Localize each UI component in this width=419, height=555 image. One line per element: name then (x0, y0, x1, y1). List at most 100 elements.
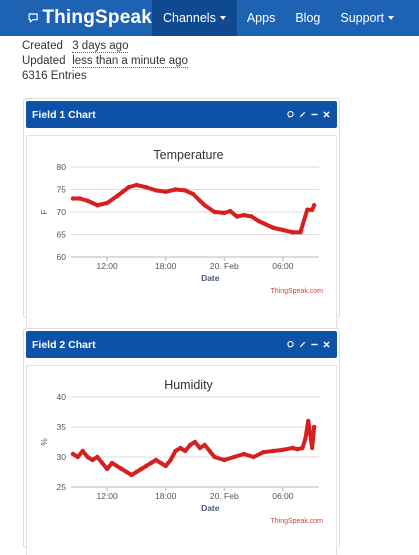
nav-apps-label: Apps (246, 11, 276, 25)
close-icon[interactable] (323, 111, 330, 118)
data-point (280, 227, 286, 233)
data-point (70, 451, 76, 457)
data-point (80, 448, 85, 454)
data-point (306, 418, 311, 424)
x-tick-label: 20. Feb (210, 261, 239, 271)
field-2-panel: Field 2 Chart Humidity 25 30 35 40 12:00 18:00… (23, 328, 340, 555)
data-point (231, 454, 237, 460)
data-point (119, 466, 124, 472)
data-point (143, 463, 149, 469)
data-point (309, 207, 315, 212)
data-point (187, 442, 193, 448)
data-point (192, 439, 198, 445)
data-point (197, 198, 203, 203)
data-point (173, 187, 178, 192)
y-tick-label: 40 (57, 392, 67, 402)
temperature-chart: Temperature 60 65 70 75 80 12:00 18:00 20. Feb 06… (26, 135, 337, 335)
x-axis-label: Date (201, 503, 220, 513)
data-point (104, 200, 110, 206)
x-tick-label: 12:00 (96, 261, 118, 271)
data-point (241, 451, 247, 457)
nav-channels-label: Channels (163, 11, 216, 25)
data-point (85, 198, 90, 203)
data-point (251, 454, 256, 460)
data-point (77, 196, 82, 201)
data-point (153, 188, 159, 193)
data-point (168, 457, 173, 463)
data-point (114, 194, 120, 199)
panel-title: Field 1 Chart (32, 108, 96, 121)
data-point (280, 447, 286, 452)
data-point (241, 212, 247, 218)
created-label: Created (22, 40, 63, 52)
data-point (129, 472, 134, 478)
comment-icon[interactable] (287, 111, 294, 118)
updated-row: Updated less than a minute ago (22, 54, 188, 69)
data-point (143, 185, 149, 190)
data-point (70, 196, 76, 201)
comment-icon[interactable] (287, 341, 294, 348)
data-point (212, 209, 217, 215)
created-row: Created 3 days ago (22, 39, 188, 54)
nav-support[interactable]: Support (330, 0, 404, 36)
data-point (109, 460, 115, 466)
pencil-icon[interactable] (299, 341, 306, 348)
data-point (234, 214, 240, 219)
pencil-icon[interactable] (299, 111, 306, 118)
data-point (120, 189, 125, 194)
data-point (75, 454, 81, 460)
brand-logo[interactable]: ThingSpeak (0, 0, 152, 36)
data-point (95, 203, 100, 208)
data-point (295, 447, 300, 452)
data-point (163, 463, 168, 469)
data-point (222, 457, 227, 463)
entries-count: 6316 Entries (22, 70, 87, 82)
data-point (202, 442, 207, 448)
panel-header: Field 1 Chart (26, 101, 337, 128)
channel-meta: Created 3 days ago Updated less than a m… (22, 39, 188, 84)
data-point (311, 424, 317, 430)
data-point (270, 448, 276, 454)
y-tick-label: 35 (57, 422, 67, 432)
data-point (311, 203, 317, 208)
data-point (134, 469, 139, 475)
minus-icon[interactable] (311, 111, 318, 118)
data-point (163, 189, 168, 194)
y-tick-label: 60 (57, 252, 67, 262)
chart-title: Humidity (164, 378, 213, 392)
speech-bubble-icon (28, 13, 38, 23)
data-point (173, 448, 178, 454)
x-tick-label: 06:00 (272, 261, 294, 271)
close-icon[interactable] (323, 341, 330, 348)
top-navbar: ThingSpeak Channels Apps Blog Support (0, 0, 419, 36)
data-point (85, 454, 90, 460)
data-point (227, 208, 233, 214)
panel-title: Field 2 Chart (32, 338, 96, 351)
data-point (134, 182, 139, 188)
data-point (95, 454, 100, 460)
y-tick-label: 65 (57, 230, 67, 240)
nav-blog[interactable]: Blog (285, 0, 330, 36)
data-point (183, 188, 188, 193)
data-point (153, 457, 159, 463)
panel-tools (287, 341, 330, 348)
data-point (212, 454, 217, 460)
data-point (104, 466, 110, 472)
data-point (305, 207, 310, 212)
data-point (158, 460, 164, 466)
humidity-chart: Humidity 25 30 35 40 12:00 18:00 20. Feb 06:00 Da… (26, 365, 337, 555)
minus-icon[interactable] (311, 341, 318, 348)
x-tick-label: 18:00 (155, 261, 177, 271)
data-point (148, 460, 154, 466)
data-point (303, 436, 308, 442)
data-point (290, 230, 295, 235)
nav-channels[interactable]: Channels (152, 0, 237, 36)
data-point (114, 463, 120, 469)
data-point (261, 221, 266, 226)
data-point (309, 445, 315, 451)
data-point (222, 210, 227, 216)
y-axis-label: % (39, 438, 49, 446)
data-point (249, 214, 254, 219)
nav-apps[interactable]: Apps (237, 0, 286, 36)
y-tick-label: 30 (57, 452, 67, 462)
